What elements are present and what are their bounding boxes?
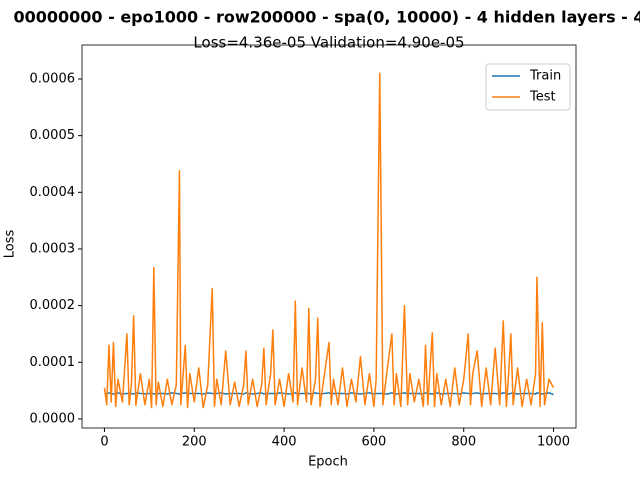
- y-tick-label: 0.0006: [30, 71, 76, 86]
- y-tick-label: 0.0002: [30, 298, 76, 313]
- x-axis-label: Epoch: [308, 455, 348, 470]
- y-tick-label: 0.0004: [30, 185, 76, 200]
- y-tick-label: 0.0005: [30, 128, 76, 143]
- y-tick-label: 0.0003: [30, 241, 76, 256]
- x-tick-label: 200: [182, 435, 207, 450]
- x-tick-label: 400: [272, 435, 297, 450]
- y-tick-label: 0.0000: [30, 411, 76, 426]
- y-tick-label: 0.0001: [30, 355, 76, 370]
- plot-frame: [81, 44, 577, 429]
- x-tick-label: 800: [451, 435, 476, 450]
- x-tick-label: 0: [100, 435, 108, 450]
- x-tick-label: 1000: [537, 435, 570, 450]
- series-line: [104, 392, 554, 396]
- chart-subtitle: Loss=4.36e-05 Validation=4.90e-05: [193, 34, 464, 52]
- x-tick-label: 600: [361, 435, 386, 450]
- legend-label: Test: [529, 90, 556, 105]
- chart-title: 00000000 - epo1000 - row200000 - spa(0, …: [13, 8, 640, 27]
- y-axis-label: Loss: [3, 230, 18, 259]
- series-line: [103, 72, 555, 409]
- legend-label: Train: [529, 69, 561, 84]
